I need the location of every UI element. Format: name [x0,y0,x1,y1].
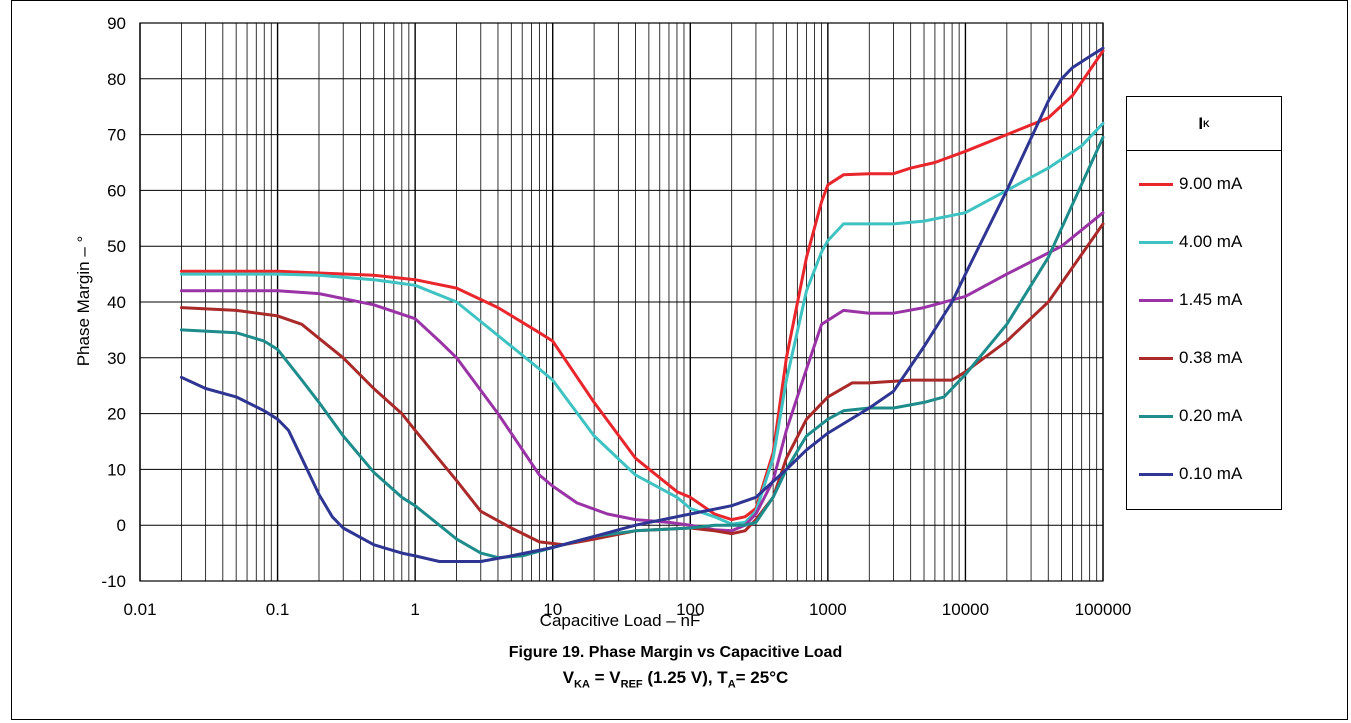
figure-conditions: VKA = VREF (1.25 V), TA= 25°C [0,668,1351,690]
x-tick-label: 1000 [809,600,847,619]
figure-caption: Figure 19. Phase Margin vs Capacitive Lo… [508,644,843,661]
cond-mid: (1.25 V), T [642,668,728,687]
series-line-4-00-mA [179,121,1105,526]
x-tick-label: 0.1 [266,600,290,619]
y-tick-label: 10 [107,460,126,479]
legend-item: 0.20 mA [1139,406,1242,426]
x-tick-label: 100000 [1075,600,1132,619]
legend-label: 4.00 mA [1179,232,1243,251]
y-tick-label: 60 [107,181,126,200]
y-tick-label: 50 [107,237,126,256]
cond-v-sub: KA [574,678,590,691]
plot-border [139,22,1104,582]
legend-label: 0.20 mA [1179,406,1243,425]
y-tick-label: 80 [107,70,126,89]
legend-swatch [1139,356,1173,360]
figure-frame [11,0,1348,720]
y-tick-label: 70 [107,126,126,145]
legend-item: 0.38 mA [1139,348,1242,368]
legend-label: 1.45 mA [1179,290,1243,309]
legend-swatch [1139,414,1173,418]
legend-title-text: I [1198,113,1204,133]
phase-margin-chart: 0.01 0.1 1 10 100 1000 10000 100000908070605040… [74,14,1131,630]
tick-labels: 0.01 0.1 1 10 100 1000 10000 100000908070605040… [101,14,1131,619]
cond-v: V [562,668,575,687]
legend-label: 0.10 mA [1179,464,1243,483]
legend-swatch [1139,240,1173,244]
y-tick-label: 30 [107,349,126,368]
cond-ref-sub: REF [620,678,643,691]
cond-t-sub: A [727,678,736,691]
x-tick-label: 0.01 [123,600,156,619]
legend-swatch [1139,298,1173,302]
series-line-0-20-mA [179,135,1105,560]
legend-swatch [1139,472,1173,476]
y-tick-label: 40 [107,293,126,312]
legend-item: 9.00 mA [1139,174,1242,194]
x-tick-label: 10 [543,600,562,619]
legend-item: 4.00 mA [1139,232,1242,252]
y-tick-label: 0 [117,516,126,535]
legend-label: 9.00 mA [1179,174,1243,193]
y-tick-label: 90 [107,14,126,33]
series-lines [179,46,1105,563]
x-tick-label: 100 [676,600,704,619]
grid [139,22,1104,582]
series-line-9-00-mA [179,49,1105,522]
legend-title-sub: K [1203,118,1210,129]
cond-eq: = V [589,668,621,687]
legend-item: 1.45 mA [1139,290,1242,310]
y-tick-label: 20 [107,405,126,424]
series-line-0-10-mA [179,46,1105,563]
y-tick-label: -10 [101,572,126,591]
legend-item: 0.10 mA [1139,464,1242,484]
x-tick-label: 10000 [942,600,989,619]
y-axis-title: Phase Margin – ° [74,236,93,367]
x-axis-title: Capacitive Load – nF [540,611,701,630]
legend-swatch [1139,182,1173,186]
cond-end: = 25°C [735,668,789,687]
x-tick-label: 1 [410,600,419,619]
legend-label: 0.38 mA [1179,348,1243,367]
